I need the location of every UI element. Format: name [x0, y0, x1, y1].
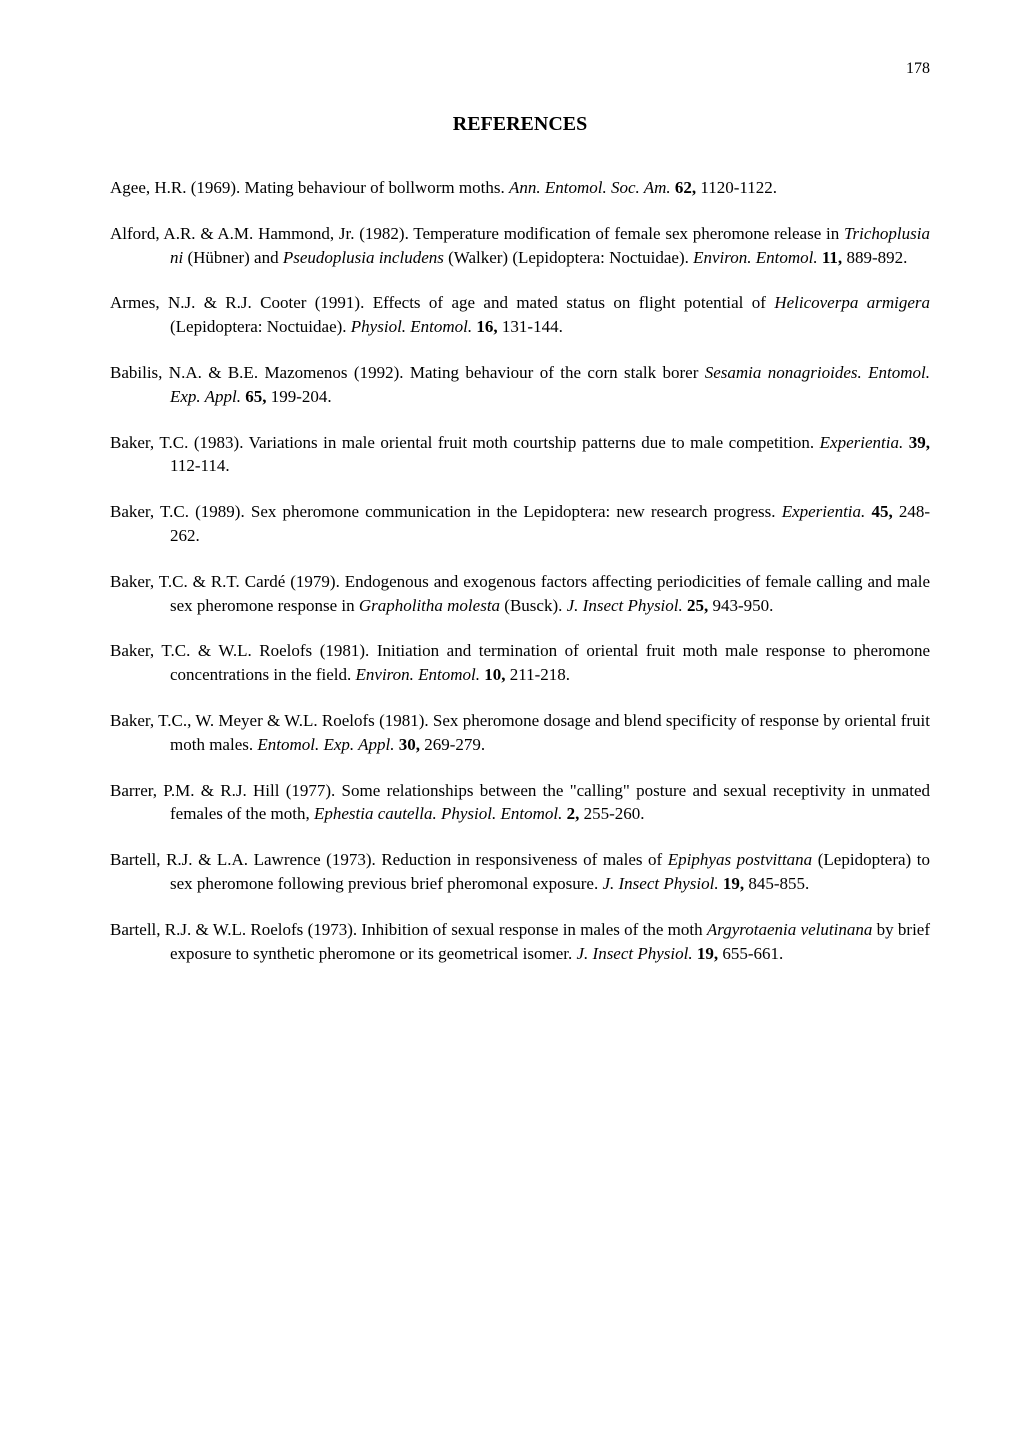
- reference-text-segment: 943-950.: [708, 596, 773, 615]
- reference-text-segment: 655-661.: [718, 944, 783, 963]
- reference-entry: Bartell, R.J. & L.A. Lawrence (1973). Re…: [110, 848, 930, 896]
- reference-text-segment: Bartell, R.J. & L.A. Lawrence (1973). Re…: [110, 850, 668, 869]
- reference-text-segment: 889-892.: [842, 248, 907, 267]
- reference-text-segment: 11,: [822, 248, 842, 267]
- reference-text-segment: 131-144.: [498, 317, 563, 336]
- reference-text-segment: 19,: [723, 874, 744, 893]
- reference-text-segment: 10,: [484, 665, 505, 684]
- reference-text-segment: Ann. Entomol. Soc. Am.: [509, 178, 671, 197]
- reference-text-segment: Ephestia cautella. Physiol. Entomol.: [314, 804, 562, 823]
- reference-text-segment: Bartell, R.J. & W.L. Roelofs (1973). Inh…: [110, 920, 707, 939]
- reference-text-segment: 211-218.: [506, 665, 571, 684]
- reference-text-segment: Helicoverpa armigera: [774, 293, 930, 312]
- reference-entry: Babilis, N.A. & B.E. Mazomenos (1992). M…: [110, 361, 930, 409]
- reference-text-segment: Environ. Entomol.: [356, 665, 481, 684]
- reference-entry: Baker, T.C. & R.T. Cardé (1979). Endogen…: [110, 570, 930, 618]
- reference-text-segment: 199-204.: [266, 387, 331, 406]
- reference-text-segment: Alford, A.R. & A.M. Hammond, Jr. (1982).…: [110, 224, 844, 243]
- reference-text-segment: 269-279.: [420, 735, 485, 754]
- reference-text-segment: Entomol. Exp. Appl.: [257, 735, 394, 754]
- reference-entry: Baker, T.C. (1983). Variations in male o…: [110, 431, 930, 479]
- reference-entry: Baker, T.C. & W.L. Roelofs (1981). Initi…: [110, 639, 930, 687]
- reference-text-segment: Pseudoplusia includens: [283, 248, 444, 267]
- reference-text-segment: Agee, H.R. (1969). Mating behaviour of b…: [110, 178, 509, 197]
- reference-text-segment: 30,: [399, 735, 420, 754]
- reference-text-segment: 2,: [567, 804, 580, 823]
- reference-entry: Alford, A.R. & A.M. Hammond, Jr. (1982).…: [110, 222, 930, 270]
- reference-text-segment: 845-855.: [744, 874, 809, 893]
- reference-text-segment: Baker, T.C. (1983). Variations in male o…: [110, 433, 820, 452]
- page-number: 178: [110, 60, 930, 78]
- reference-entry: Agee, H.R. (1969). Mating behaviour of b…: [110, 176, 930, 200]
- reference-text-segment: (Walker) (Lepidoptera: Noctuidae).: [444, 248, 693, 267]
- reference-text-segment: 16,: [476, 317, 497, 336]
- reference-text-segment: Grapholitha molesta: [359, 596, 500, 615]
- reference-entry: Bartell, R.J. & W.L. Roelofs (1973). Inh…: [110, 918, 930, 966]
- reference-text-segment: Physiol. Entomol.: [351, 317, 472, 336]
- reference-entry: Baker, T.C. (1989). Sex pheromone commun…: [110, 500, 930, 548]
- reference-text-segment: (Hübner) and: [183, 248, 283, 267]
- reference-text-segment: J. Insect Physiol.: [567, 596, 683, 615]
- reference-text-segment: 19,: [697, 944, 718, 963]
- reference-text-segment: Experientia.: [782, 502, 866, 521]
- reference-entry: Barrer, P.M. & R.J. Hill (1977). Some re…: [110, 779, 930, 827]
- reference-text-segment: Babilis, N.A. & B.E. Mazomenos (1992). M…: [110, 363, 705, 382]
- reference-text-segment: 45,: [871, 502, 892, 521]
- reference-text-segment: 112-114.: [170, 456, 230, 475]
- reference-text-segment: 62,: [675, 178, 696, 197]
- reference-entry: Armes, N.J. & R.J. Cooter (1991). Effect…: [110, 291, 930, 339]
- reference-text-segment: Experientia.: [820, 433, 904, 452]
- reference-text-segment: 25,: [687, 596, 708, 615]
- reference-text-segment: Baker, T.C. (1989). Sex pheromone commun…: [110, 502, 782, 521]
- reference-text-segment: Argyrotaenia velutinana: [707, 920, 872, 939]
- reference-entry: Baker, T.C., W. Meyer & W.L. Roelofs (19…: [110, 709, 930, 757]
- reference-text-segment: Epiphyas postvittana: [668, 850, 812, 869]
- reference-text-segment: 39,: [909, 433, 930, 452]
- reference-text-segment: Baker, T.C., W. Meyer & W.L. Roelofs (19…: [110, 711, 930, 754]
- references-list: Agee, H.R. (1969). Mating behaviour of b…: [110, 176, 930, 965]
- reference-text-segment: (Lepidoptera: Noctuidae).: [170, 317, 351, 336]
- reference-text-segment: 65,: [245, 387, 266, 406]
- reference-text-segment: 1120-1122.: [696, 178, 777, 197]
- reference-text-segment: J. Insect Physiol.: [576, 944, 692, 963]
- reference-text-segment: 255-260.: [579, 804, 644, 823]
- reference-text-segment: (Busck).: [500, 596, 567, 615]
- reference-text-segment: Environ. Entomol.: [693, 248, 818, 267]
- references-title: REFERENCES: [110, 113, 930, 136]
- reference-text-segment: J. Insect Physiol.: [602, 874, 718, 893]
- reference-text-segment: Armes, N.J. & R.J. Cooter (1991). Effect…: [110, 293, 774, 312]
